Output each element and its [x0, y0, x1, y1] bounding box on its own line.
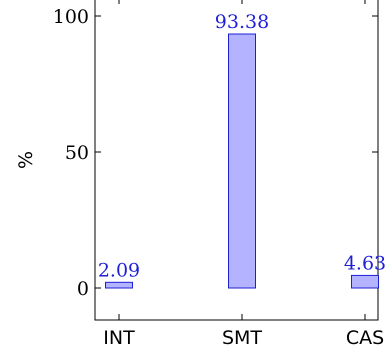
data-label-cas: 4.63: [344, 252, 386, 274]
data-label-smt: 93.38: [215, 11, 269, 33]
bar-cas: [351, 274, 379, 289]
bar-int: [105, 281, 133, 289]
x-tick-label: CAS: [346, 327, 384, 349]
bars: [105, 33, 379, 289]
bar-smt: [228, 33, 256, 289]
x-tick-label: SMT: [222, 327, 262, 349]
y-axis-label: %: [15, 151, 37, 169]
labels: 0 50 100 INT SMT CAS 2.09 93.38 4.63%: [15, 6, 386, 349]
y-tick-label: 0: [77, 278, 89, 300]
y-tick-label: 100: [53, 6, 89, 28]
x-tick-label: INT: [103, 327, 135, 349]
data-label-int: 2.09: [98, 259, 140, 281]
y-tick-label: 50: [65, 142, 89, 164]
plot-frame: [94, 0, 379, 321]
